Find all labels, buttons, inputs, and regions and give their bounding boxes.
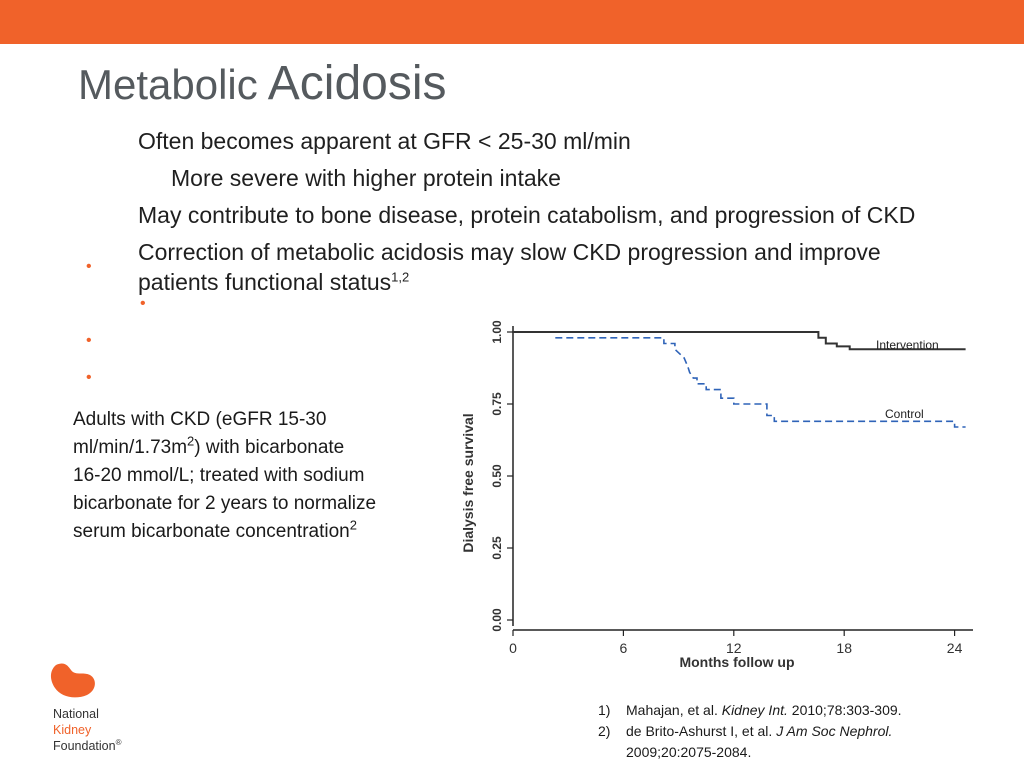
references: 1) Mahajan, et al. Kidney Int. 2010;78:3… — [598, 700, 902, 763]
x-tick-label: 18 — [836, 640, 852, 656]
bullet-3-line-2-text: patients functional status — [138, 269, 392, 295]
citation-superscript: 2 — [349, 517, 357, 533]
reference-number: 2) — [598, 723, 611, 739]
study-line-3: 16-20 mmol/L; treated with sodium — [73, 465, 365, 486]
series-control-line — [555, 336, 966, 428]
x-tick-label: 0 — [509, 640, 517, 656]
registered-mark: ® — [115, 737, 122, 747]
study-line-5: serum bicarbonate concentration2 — [73, 518, 443, 546]
y-tick-label: 0.50 — [490, 464, 504, 488]
x-tick-label: 6 — [620, 640, 628, 656]
logo-line-3: Foundation® — [53, 738, 121, 754]
y-tick-label: 1.00 — [490, 320, 504, 344]
study-line-4: bicarbonate for 2 years to normalize — [73, 493, 377, 514]
study-line-2-a: ml/min/1.73m — [73, 437, 188, 458]
bullet-3-line-1: Correction of metabolic acidosis may slo… — [138, 239, 881, 265]
study-line-5-text: serum bicarbonate concentration — [73, 521, 350, 542]
sub-bullet-dot: • — [140, 295, 146, 312]
y-tick-label: 0.00 — [490, 608, 504, 632]
reference-authors: Mahajan, et al. — [626, 702, 718, 718]
reference-journal: J Am Soc Nephrol. — [776, 723, 893, 739]
y-axis-label: Dialysis free survival — [460, 413, 476, 552]
chart-axes: 0.00 0.25 0.50 0.75 1.00 0 6 12 18 24 — [490, 320, 973, 656]
title-part-2: Acidosis — [267, 57, 447, 110]
title-part-1: Metabolic — [78, 61, 258, 108]
y-tick-label: 0.25 — [490, 536, 504, 560]
study-line-2: ml/min/1.73m2) with bicarbonate — [73, 434, 443, 462]
reference-authors: de Brito-Ashurst I, et al. — [626, 723, 773, 739]
legend-control: Control — [885, 407, 924, 421]
sub-bullet-1: More severe with higher protein intake — [171, 165, 561, 191]
page-title: Metabolic Acidosis — [78, 56, 447, 111]
logo-line-1: National — [53, 707, 99, 721]
superscript-2: 2 — [187, 433, 195, 449]
series-intervention-line — [513, 331, 966, 351]
bullet-2: May contribute to bone disease, protein … — [138, 202, 916, 228]
nkf-logo-text: National Kidney Foundation® — [53, 706, 121, 754]
chart-series — [513, 331, 966, 428]
bullet-dot: • — [86, 258, 92, 275]
study-line-1: Adults with CKD (eGFR 15-30 — [73, 409, 327, 430]
logo-line-3-text: Foundation — [53, 739, 116, 753]
x-tick-label: 24 — [947, 640, 963, 656]
study-description: Adults with CKD (eGFR 15-30 ml/min/1.73m… — [73, 406, 443, 546]
legend-intervention: Intervention — [876, 338, 939, 352]
citation-superscript: 1,2 — [391, 269, 410, 285]
nkf-logo-icon — [50, 663, 95, 698]
x-tick-label: 12 — [726, 640, 742, 656]
bullet-1: Often becomes apparent at GFR < 25-30 ml… — [138, 128, 631, 154]
x-axis-label: Months follow up — [679, 654, 794, 670]
top-accent-bar — [0, 0, 1024, 44]
bullet-dot: • — [86, 332, 92, 349]
reference-journal: Kidney Int. — [721, 702, 788, 718]
study-line-2-b: ) with bicarbonate — [194, 437, 345, 458]
reference-2: 2) de Brito-Ashurst I, et al. J Am Soc N… — [598, 721, 902, 763]
y-tick-label: 0.75 — [490, 392, 504, 416]
reference-number: 1) — [598, 702, 611, 718]
bullet-3-line-2: patients functional status1,2 — [138, 267, 409, 297]
bullet-dot: • — [86, 369, 92, 386]
reference-1: 1) Mahajan, et al. Kidney Int. 2010;78:3… — [598, 700, 902, 721]
reference-details: 2010;78:303-309. — [791, 702, 902, 718]
reference-details: 2009;20:2075-2084. — [626, 744, 752, 760]
logo-line-2: Kidney — [53, 723, 92, 737]
